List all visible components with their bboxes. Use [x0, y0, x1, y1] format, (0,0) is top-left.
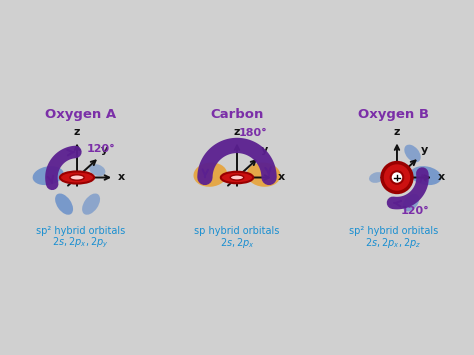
Ellipse shape [60, 171, 94, 184]
Text: x: x [118, 173, 126, 182]
Text: $2s, 2p_x$: $2s, 2p_x$ [219, 236, 255, 250]
Text: Oxygen B: Oxygen B [358, 108, 429, 121]
Ellipse shape [404, 144, 421, 162]
Ellipse shape [55, 193, 73, 215]
Text: Carbon: Carbon [210, 108, 264, 121]
Text: z: z [74, 127, 80, 137]
Ellipse shape [369, 172, 384, 183]
Ellipse shape [410, 166, 441, 185]
Text: y: y [261, 145, 268, 155]
Ellipse shape [82, 193, 100, 215]
Text: y: y [421, 145, 428, 155]
Text: x: x [438, 173, 446, 182]
Ellipse shape [247, 163, 281, 187]
Text: 180°: 180° [238, 128, 267, 138]
Text: $2s, 2p_x, 2p_z$: $2s, 2p_x, 2p_z$ [365, 236, 421, 250]
Ellipse shape [403, 194, 419, 212]
Text: $2s, 2p_x, 2p_y$: $2s, 2p_x, 2p_y$ [52, 236, 109, 250]
Text: Oxygen A: Oxygen A [45, 108, 116, 121]
Ellipse shape [230, 175, 244, 180]
Text: 120°: 120° [401, 207, 429, 217]
Ellipse shape [70, 175, 84, 180]
Ellipse shape [33, 166, 64, 185]
Text: y: y [101, 145, 108, 155]
Text: sp² hybrid orbitals: sp² hybrid orbitals [36, 226, 125, 236]
Ellipse shape [193, 163, 227, 187]
Text: x: x [278, 173, 285, 182]
Text: sp² hybrid orbitals: sp² hybrid orbitals [349, 226, 438, 236]
Circle shape [382, 163, 412, 192]
Text: 120°: 120° [87, 144, 116, 154]
Text: sp hybrid orbitals: sp hybrid orbitals [194, 226, 280, 236]
Ellipse shape [89, 164, 105, 176]
Text: z: z [394, 127, 400, 137]
Circle shape [391, 171, 403, 184]
Ellipse shape [221, 172, 253, 183]
Text: z: z [234, 127, 240, 137]
